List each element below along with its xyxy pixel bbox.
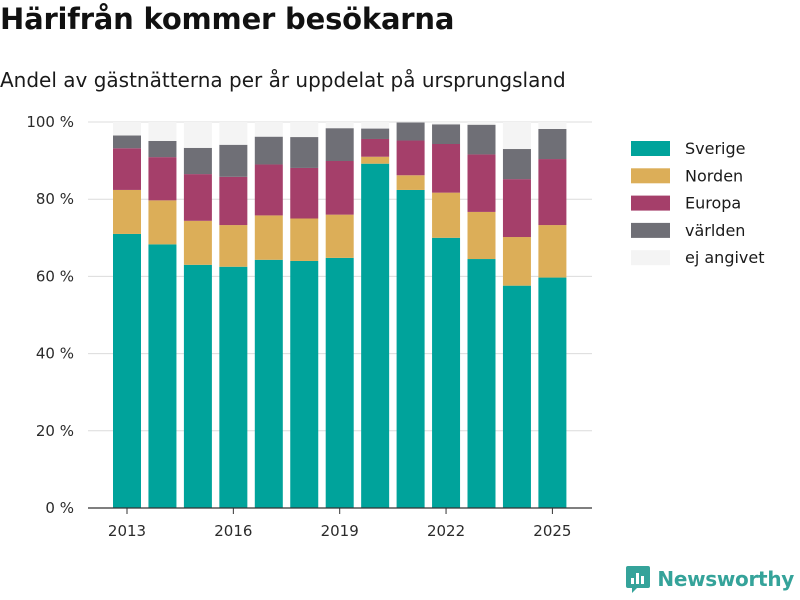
bar-segment (148, 157, 177, 201)
bar-segment (219, 144, 248, 177)
legend: Sverige Norden Europa världen ej angivet (631, 139, 765, 267)
bar-segment (502, 179, 531, 238)
bar-segment (148, 140, 177, 158)
bar-segment (219, 122, 248, 145)
bar-segment (183, 174, 212, 221)
legend-swatch (631, 168, 670, 184)
bar-segment (361, 138, 390, 157)
bar-segment (467, 154, 496, 212)
bar-segment (254, 164, 283, 216)
bar-segment (502, 285, 531, 508)
y-tick-label: 40 % (36, 345, 74, 363)
bar-segment (432, 192, 461, 238)
x-tick-label: 2019 (321, 522, 359, 540)
chart-title: Härifrån kommer besökarna (0, 2, 455, 36)
bar-segment (183, 122, 212, 148)
bar-segment (183, 147, 212, 175)
bar-segment (432, 144, 461, 193)
bar-segment (254, 259, 283, 508)
legend-swatch (631, 195, 670, 211)
y-tick-label: 60 % (36, 267, 74, 285)
bar-segment (502, 149, 531, 180)
bar-segment (113, 189, 141, 234)
legend-label: Sverige (685, 139, 746, 158)
bar-segment (183, 220, 212, 265)
bar-segment (219, 176, 248, 226)
bar-segment (325, 257, 354, 508)
bar-segment (254, 215, 283, 260)
x-tick-label: 2025 (533, 522, 571, 540)
bar-segment (148, 122, 177, 141)
bar-segment (361, 122, 390, 129)
bar-segment (113, 148, 141, 190)
bar-segment (290, 167, 319, 219)
bar-segment (432, 122, 461, 125)
legend-swatch (631, 222, 670, 238)
bar-segment (467, 124, 496, 155)
bar-segment (396, 140, 425, 176)
y-tick-label: 80 % (36, 190, 74, 208)
bar-segment (148, 244, 177, 509)
legend-label: Norden (685, 166, 743, 185)
legend-swatch (631, 141, 670, 156)
x-tick-label: 2013 (108, 522, 146, 540)
bar-segment (432, 124, 461, 145)
bar-segment (219, 266, 248, 508)
bar-segment (254, 136, 283, 165)
bar-segment (502, 122, 531, 150)
bar-segment (467, 211, 496, 260)
bar-segment (113, 233, 141, 508)
bar-segment (290, 218, 319, 261)
bar-segment (396, 122, 425, 141)
bar-segment (538, 225, 567, 278)
bar-segment (467, 259, 496, 508)
legend-swatch (631, 250, 670, 266)
legend-label: världen (685, 221, 745, 240)
bar-segment (467, 122, 496, 125)
newsworthy-icon (626, 566, 651, 593)
bar-segment (290, 122, 319, 138)
brand-name: Newsworthy (657, 567, 794, 591)
bar-segment (396, 189, 425, 508)
bar-segment (361, 163, 390, 508)
bar-segment (361, 128, 390, 139)
bar-segment (325, 122, 354, 129)
chart-subtitle: Andel av gästnätterna per år uppdelat på… (0, 68, 566, 92)
bar-segment (113, 122, 141, 136)
y-tick-label: 20 % (36, 422, 74, 440)
bar-segment (219, 225, 248, 267)
bar-segment (396, 175, 425, 190)
x-tick-label: 2022 (427, 522, 465, 540)
bar-segment (183, 264, 212, 508)
bar-segment (254, 122, 283, 137)
bar-segment (432, 237, 461, 509)
bar-segment (538, 277, 567, 508)
bar-segment (325, 160, 354, 215)
y-tick-label: 0 % (45, 499, 74, 517)
bar-segment (538, 122, 567, 129)
legend-label: Europa (685, 194, 741, 213)
bar-segment (113, 135, 141, 149)
bar-segment (325, 128, 354, 161)
bar-segment (538, 128, 567, 160)
bar-segment (502, 237, 531, 286)
bar-segment (325, 214, 354, 258)
x-tick-label: 2016 (214, 522, 252, 540)
axes: 0 % 20 % 40 % 60 % 80 % 100 % 2013 2016 2019 2022… (26, 113, 592, 540)
legend-label: ej angivet (685, 248, 765, 267)
y-tick-label: 100 % (26, 113, 74, 131)
bar-segment (538, 159, 567, 226)
bar-segment (148, 200, 177, 245)
bars (113, 122, 567, 509)
bar-segment (361, 156, 390, 164)
bar-segment (290, 260, 319, 508)
brand-logo: Newsworthy (625, 564, 794, 594)
bar-segment (290, 137, 319, 168)
